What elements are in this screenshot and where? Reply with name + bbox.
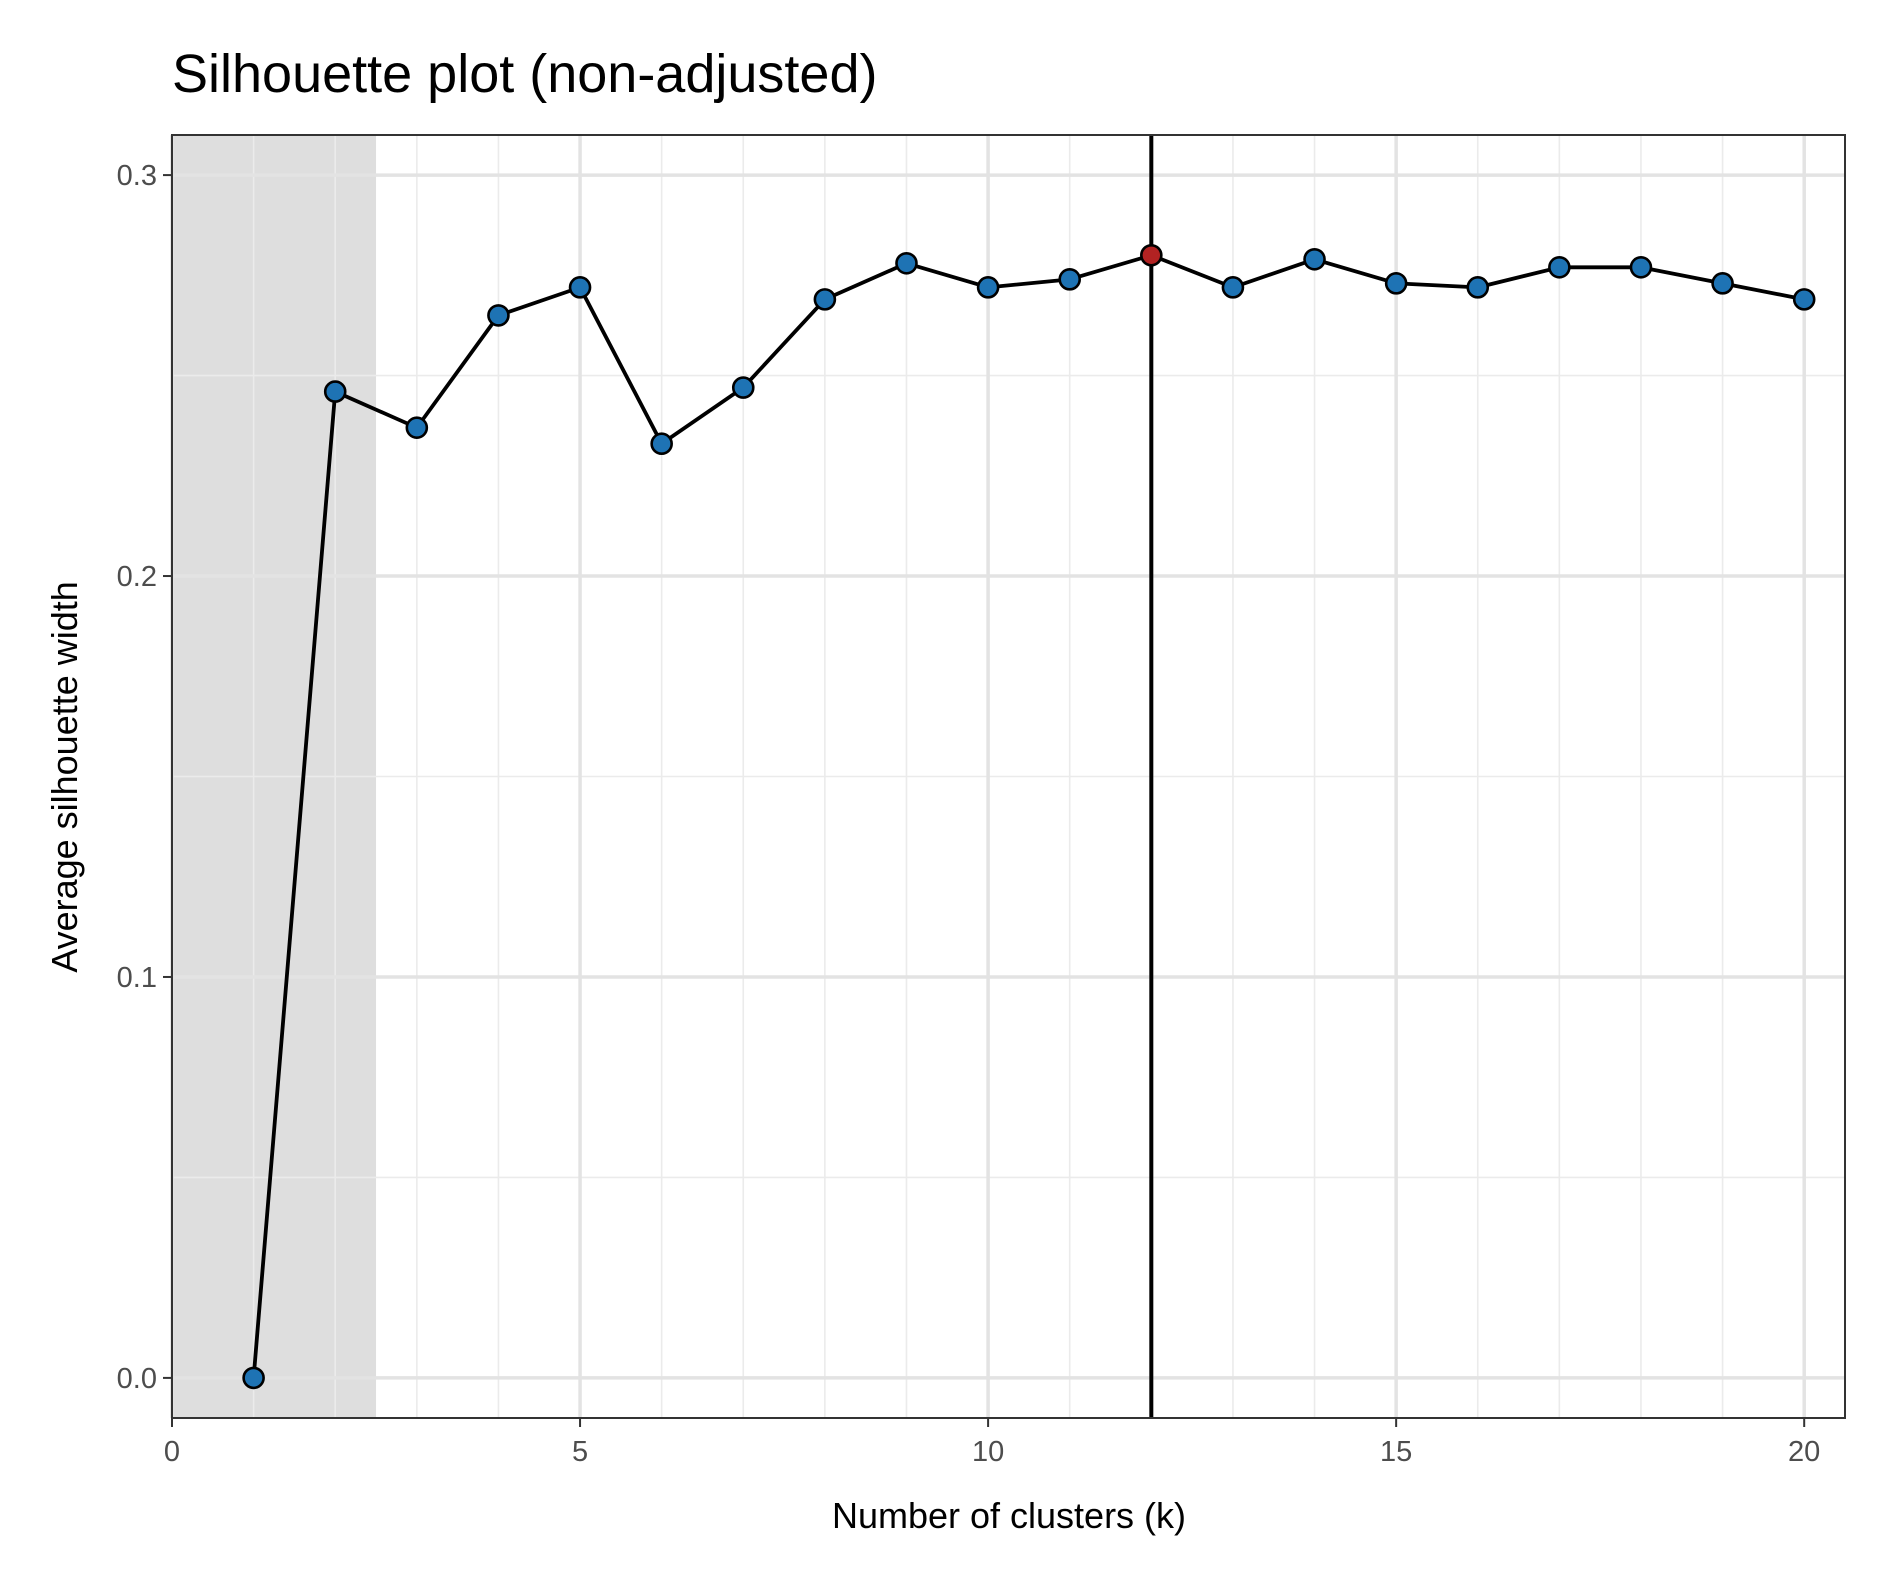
y-tick-label: 0.0	[117, 1363, 157, 1395]
panel-border	[171, 134, 1846, 1419]
data-point	[1711, 272, 1734, 295]
highlight-point	[1140, 243, 1163, 267]
data-point	[1629, 256, 1653, 279]
data-point	[1792, 288, 1816, 311]
x-tick-label: 10	[972, 1436, 1004, 1468]
data-point	[813, 288, 837, 311]
y-tick-label: 0.2	[117, 561, 157, 593]
x-axis-label: Number of clusters (k)	[832, 1495, 1186, 1536]
y-tick-label: 0.1	[117, 962, 157, 994]
data-point	[1384, 272, 1408, 295]
data-point	[487, 304, 510, 327]
data-point	[1466, 276, 1490, 299]
x-tick-label: 0	[164, 1436, 180, 1468]
x-tick-label: 20	[1788, 1436, 1820, 1468]
data-point	[1548, 256, 1571, 279]
data-point	[1221, 276, 1245, 299]
data-point	[976, 276, 1000, 299]
plot-area: 0 5 10 15 20 0.0 0.1 0.2 0.3	[117, 134, 1846, 1468]
data-point	[242, 1366, 265, 1390]
y-axis-label: Average silhouette width	[44, 581, 85, 973]
chart-title: Silhouette plot (non-adjusted)	[172, 44, 877, 104]
data-point	[1303, 247, 1326, 271]
y-tick-label: 0.3	[117, 160, 157, 192]
data-point	[568, 276, 592, 299]
x-tick-label: 15	[1380, 1436, 1412, 1468]
data-point	[650, 432, 673, 456]
data-point	[405, 416, 429, 439]
x-tick-label: 5	[572, 1436, 588, 1468]
data-point	[731, 376, 755, 399]
data-point	[323, 380, 347, 403]
series-line	[251, 253, 1805, 1379]
data-point	[895, 251, 918, 275]
data-point	[1058, 268, 1082, 291]
